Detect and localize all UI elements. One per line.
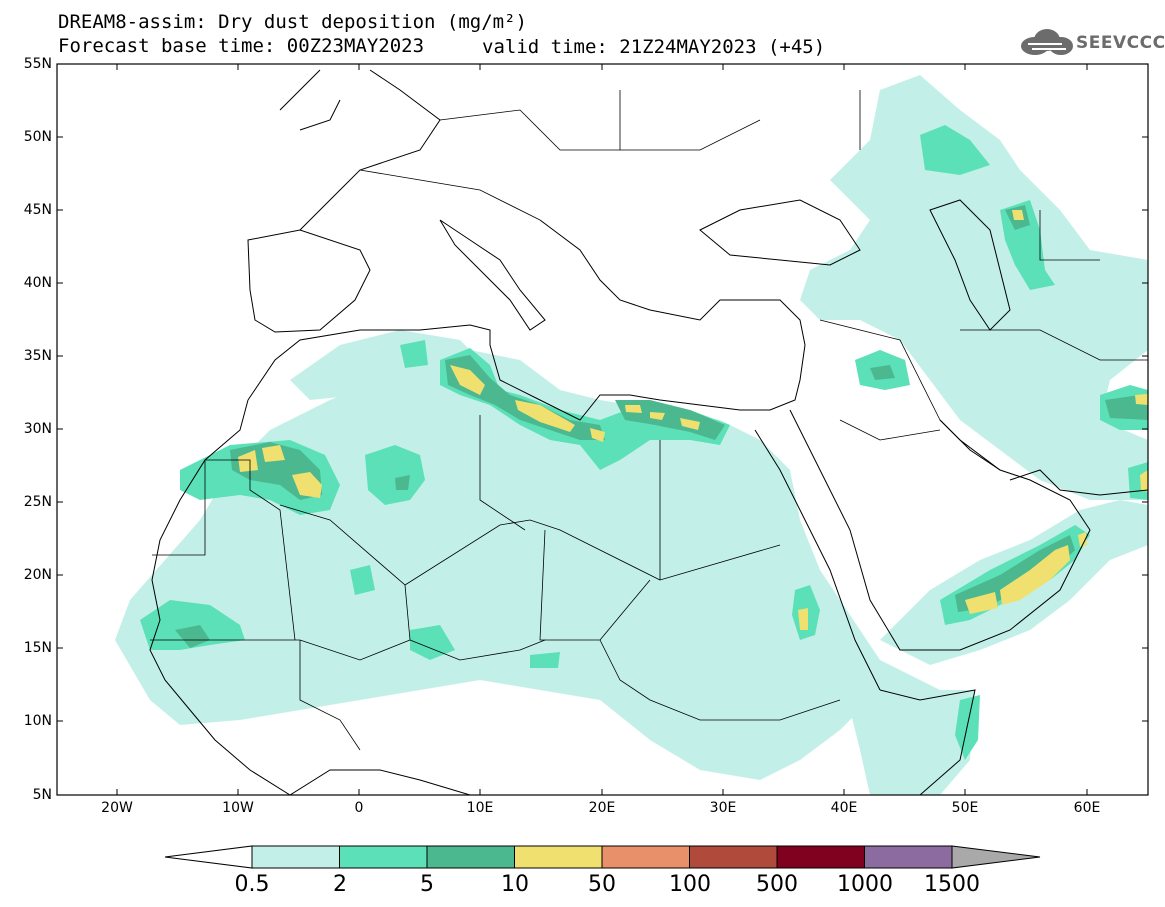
lat-label-5n: 5N [32, 787, 52, 803]
map-title: DREAM8-assim: Dry dust deposition (mg/m²… [58, 11, 527, 33]
lat-label-20n: 20N [23, 567, 52, 583]
lon-label-40e: 40E [830, 800, 858, 816]
logo-text: SEEVCCC [1076, 33, 1165, 53]
country-borders [150, 90, 1148, 751]
lat-label-15n: 15N [23, 640, 52, 656]
lat-label-40n: 40N [23, 275, 52, 291]
lon-label-30e: 30E [709, 800, 737, 816]
dust-contours [115, 75, 1148, 795]
seevccc-logo [1021, 29, 1073, 55]
lat-label-10n: 10N [23, 713, 52, 729]
colorbar-label-2: 2 [333, 872, 347, 897]
lat-label-50n: 50N [23, 129, 52, 145]
axis-ticks [57, 63, 1148, 796]
colorbar-label-500: 500 [756, 872, 798, 897]
lat-label-35n: 35N [23, 348, 52, 364]
lat-label-45n: 45N [23, 202, 52, 218]
lat-label-55n: 55N [23, 56, 52, 72]
lon-label-20e: 20E [588, 800, 616, 816]
cloud-icon [1021, 29, 1073, 55]
lon-label-10w: 10W [222, 800, 254, 816]
lat-label-30n: 30N [23, 421, 52, 437]
colorbar-label-5: 5 [420, 872, 434, 897]
lon-label-60e: 60E [1073, 800, 1101, 816]
forecast-base-time: Forecast base time: 00Z23MAY2023 [58, 35, 425, 57]
coastlines [149, 69, 1148, 795]
lon-label-0: 0 [354, 800, 364, 816]
lat-label-25n: 25N [23, 494, 52, 510]
lon-label-50e: 50E [951, 800, 979, 816]
valid-time: valid time: 21Z24MAY2023 (+45) [482, 36, 826, 58]
colorbar-label-100: 100 [669, 872, 711, 897]
colorbar-label-1500: 1500 [924, 872, 980, 897]
colorbar-label-50: 50 [588, 872, 616, 897]
colorbar-label-1000: 1000 [837, 872, 893, 897]
colorbar-label-10: 10 [501, 872, 529, 897]
lon-label-20w: 20W [101, 800, 133, 816]
colorbar-label-0.5: 0.5 [234, 872, 270, 897]
lon-label-10e: 10E [466, 800, 494, 816]
